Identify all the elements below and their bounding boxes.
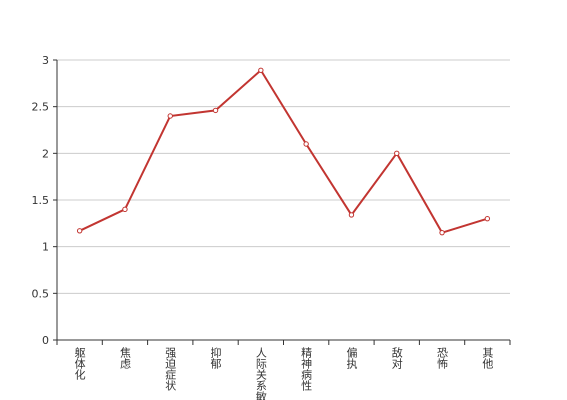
y-tick-label: 0.5	[32, 287, 50, 300]
point	[303, 141, 309, 147]
y-tick-label: 1.5	[32, 194, 50, 207]
line	[79, 68, 488, 234]
point	[348, 212, 355, 218]
point	[258, 67, 264, 73]
x-tick-label: 人际关系敏感	[254, 347, 267, 400]
x-tick-label: 强迫症状	[164, 347, 177, 391]
x-tick-label: 焦虑	[118, 347, 131, 369]
x-tick-label: 恐怖	[436, 347, 449, 369]
x-tick-label: 抑郁	[209, 346, 222, 369]
point	[76, 228, 83, 234]
point	[484, 215, 491, 222]
point	[122, 206, 128, 213]
point	[212, 107, 219, 114]
point	[394, 150, 400, 157]
y-tick-label: 2	[42, 147, 49, 160]
y-tick-label: 2.5	[32, 101, 50, 114]
y-tick-label: 1	[42, 241, 49, 254]
x-tick-label: 敌对	[390, 346, 403, 369]
x-tick-label: 偏执	[345, 346, 358, 370]
x-tick-label: 精神病性	[300, 347, 313, 392]
point	[439, 229, 445, 236]
point	[167, 113, 173, 119]
y-tick-label: 3	[42, 54, 49, 67]
y-tick-label: 0	[42, 334, 49, 347]
x-tick-label: 其他	[481, 347, 494, 369]
x-tick-label: 躯体化	[73, 347, 86, 381]
